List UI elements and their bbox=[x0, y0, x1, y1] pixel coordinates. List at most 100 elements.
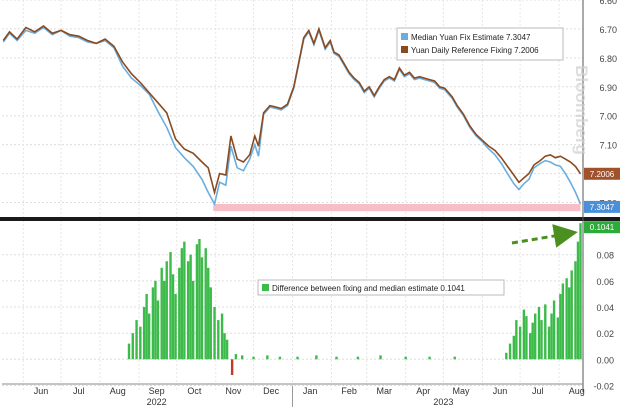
fixing-value-badge bbox=[584, 167, 620, 180]
month-label-1: Jul bbox=[73, 386, 85, 396]
difference-bar-5 bbox=[145, 293, 148, 360]
difference-bar-49 bbox=[512, 335, 516, 360]
top-legend: Median Yuan Fix Estimate 7.3047 Yuan Dail… bbox=[396, 27, 564, 61]
difference-bar-53 bbox=[525, 316, 528, 360]
year-label-1: 2023 bbox=[433, 397, 453, 407]
price-lines bbox=[2, 25, 582, 207]
month-label-6: Dec bbox=[263, 386, 280, 396]
difference-bar-45 bbox=[428, 356, 431, 360]
difference-bar-66 bbox=[565, 278, 568, 360]
difference-bar-25 bbox=[204, 248, 207, 360]
difference-bar-36 bbox=[252, 356, 255, 360]
top-ytick-label-2: 6.80 bbox=[599, 54, 617, 64]
difference-bar-20 bbox=[189, 254, 192, 360]
bottom-legend: Difference between fixing and median est… bbox=[257, 279, 505, 296]
month-label-11: May bbox=[453, 386, 471, 396]
difference-bar-58 bbox=[540, 320, 543, 360]
difference-bar-40 bbox=[315, 355, 318, 360]
difference-bar-12 bbox=[165, 261, 168, 360]
difference-bar-7 bbox=[151, 287, 155, 360]
difference-bar-68 bbox=[570, 270, 573, 360]
annotations: Median Yuan Fix Estimate 7.3047 Yuan Dail… bbox=[257, 27, 620, 296]
difference-bar-28 bbox=[213, 307, 216, 360]
bottom-ytick-label-5: 0.08 bbox=[596, 251, 614, 261]
top-ytick-label-1: 6.70 bbox=[599, 25, 617, 35]
top-ytick-label-5: 7.10 bbox=[599, 141, 617, 151]
bottom-ytick-label-4: 0.06 bbox=[596, 277, 614, 287]
difference-bar-15 bbox=[174, 293, 177, 360]
difference-bar-31 bbox=[223, 333, 226, 360]
difference-bar-0 bbox=[127, 343, 131, 360]
difference-bar-51 bbox=[518, 326, 522, 360]
difference-bar-9 bbox=[156, 300, 160, 360]
difference-bar-30 bbox=[220, 313, 224, 360]
bottom-legend-box bbox=[257, 279, 505, 296]
top-legend-box bbox=[396, 27, 564, 61]
month-label-12: Jun bbox=[493, 386, 508, 396]
difference-bars bbox=[127, 223, 582, 375]
legend-swatch-median-estimate bbox=[401, 33, 408, 40]
difference-bar-8 bbox=[154, 280, 157, 360]
reference-fixing-line bbox=[2, 25, 582, 196]
month-label-9: Mar bbox=[377, 386, 393, 396]
difference-bar-54 bbox=[528, 333, 532, 360]
top-ytick-label-3: 6.90 bbox=[599, 83, 617, 93]
top-ytick-label-0: 6.60 bbox=[599, 0, 617, 6]
difference-bar-33 bbox=[230, 359, 234, 375]
legend-label-reference-fixing: Yuan Daily Reference Fixing 7.2006 bbox=[411, 46, 539, 55]
difference-bar-29 bbox=[217, 320, 220, 360]
month-label-8: Feb bbox=[341, 386, 357, 396]
difference-bar-1 bbox=[131, 333, 134, 360]
trend-arrow bbox=[511, 224, 578, 248]
month-label-0: Jun bbox=[34, 386, 49, 396]
legend-label-median-estimate: Median Yuan Fix Estimate 7.3047 bbox=[411, 33, 531, 42]
bloomberg-watermark: Bloomberg bbox=[572, 65, 591, 155]
difference-bar-11 bbox=[163, 280, 166, 360]
legend-label-difference: Difference between fixing and median est… bbox=[272, 284, 465, 293]
difference-bar-10 bbox=[160, 267, 163, 360]
difference-bar-37 bbox=[266, 355, 269, 360]
difference-bar-47 bbox=[505, 352, 508, 360]
difference-bar-18 bbox=[183, 241, 186, 360]
difference-bar-50 bbox=[515, 320, 518, 360]
difference-bar-34 bbox=[234, 354, 238, 360]
fixing-value-label: 7.2006 bbox=[590, 170, 615, 179]
difference-bar-44 bbox=[404, 356, 407, 360]
month-label-14: Aug bbox=[569, 386, 585, 396]
top-ytick-label-4: 7.00 bbox=[599, 112, 617, 122]
difference-bar-62 bbox=[552, 300, 556, 360]
difference-bar-39 bbox=[296, 356, 299, 360]
difference-bar-24 bbox=[200, 257, 204, 360]
difference-bar-42 bbox=[356, 356, 360, 360]
difference-bar-32 bbox=[225, 339, 229, 360]
difference-bar-63 bbox=[556, 317, 560, 360]
difference-bar-38 bbox=[278, 356, 282, 360]
bottom-ytick-label-3: 0.04 bbox=[596, 303, 614, 313]
difference-bar-14 bbox=[171, 274, 175, 360]
difference-bar-65 bbox=[561, 283, 565, 360]
legend-swatch-reference-fixing bbox=[401, 46, 408, 53]
month-label-5: Nov bbox=[225, 386, 242, 396]
difference-bar-61 bbox=[550, 313, 553, 360]
month-label-2: Aug bbox=[110, 386, 126, 396]
difference-bar-46 bbox=[453, 356, 456, 360]
difference-bar-3 bbox=[139, 326, 142, 360]
difference-bar-69 bbox=[574, 261, 577, 360]
difference-bar-23 bbox=[198, 239, 201, 360]
estimate-value-label: 7.3047 bbox=[590, 203, 615, 212]
threshold-band-rect bbox=[213, 203, 581, 212]
difference-bar-43 bbox=[379, 355, 382, 360]
difference-bar-22 bbox=[195, 244, 199, 360]
difference-bar-60 bbox=[547, 326, 551, 360]
threshold-band bbox=[213, 203, 581, 212]
difference-bar-16 bbox=[178, 267, 181, 360]
difference-bar-67 bbox=[567, 287, 571, 360]
difference-bar-4 bbox=[142, 307, 146, 360]
legend-swatch-difference bbox=[262, 284, 269, 291]
difference-bar-2 bbox=[135, 320, 138, 360]
difference-bar-71 bbox=[579, 223, 582, 360]
difference-bar-41 bbox=[335, 356, 338, 360]
difference-bar-64 bbox=[559, 293, 562, 360]
difference-bar-26 bbox=[207, 267, 210, 360]
